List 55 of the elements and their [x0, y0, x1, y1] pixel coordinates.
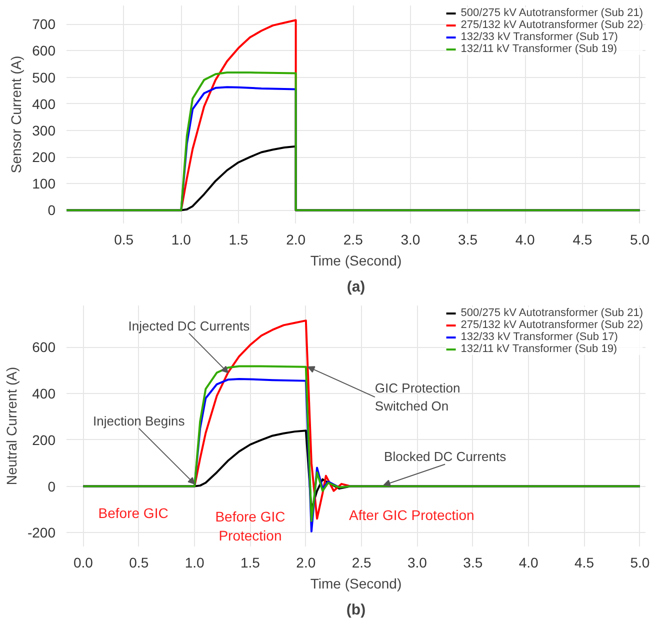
y-axis-title: Neutral Current (A): [3, 366, 20, 486]
x-tick-label: 4.5: [572, 232, 592, 248]
y-axis-title: Sensor Current (A): [8, 56, 24, 174]
y-tick-label: -200: [27, 524, 56, 541]
x-tick-label: 4.5: [574, 554, 594, 570]
annotation: Injected DC Currents: [128, 318, 250, 334]
legend-label: 500/275 kV Autotransformer (Sub 21): [460, 307, 643, 319]
x-tick-label: 5.0: [630, 554, 650, 570]
annotation: Blocked DC Currents: [384, 449, 507, 464]
legend-label: 500/275 kV Autotransformer (Sub 21): [460, 7, 643, 19]
x-tick-label: 3.5: [463, 554, 483, 570]
x-axis-title: Time (Second): [310, 576, 402, 592]
x-tick-label: 3.0: [408, 554, 428, 570]
y-tick-label: 500: [32, 69, 56, 86]
x-tick-label: 1.5: [240, 554, 260, 570]
annotation: Before GIC Protection: [215, 508, 286, 544]
y-tick-label: 400: [32, 96, 56, 112]
x-tick-label: 1.5: [228, 232, 248, 248]
y-tick-label: 700: [32, 16, 56, 32]
y-tick-label: 200: [32, 432, 56, 448]
legend-label: 132/11 kV Transformer (Sub 19): [460, 343, 618, 355]
x-axis-title: Time (Second): [310, 252, 402, 268]
x-tick-label: 0.5: [129, 554, 149, 570]
x-tick-label: 4.0: [518, 554, 539, 570]
x-tick-label: 1.0: [171, 232, 192, 248]
legend-label: 132/33 kV Transformer (Sub 17): [460, 31, 618, 43]
y-tick-label: 100: [32, 176, 56, 192]
x-tick-label: 2.0: [296, 554, 316, 570]
legend-label: 275/132 kV Autotransformer (Sub 22): [460, 319, 643, 331]
annotation: GIC Protection Switched On: [374, 380, 460, 414]
x-tick-label: 0.5: [114, 232, 134, 248]
annotation: Injection Begins: [92, 413, 186, 428]
text: (b): [346, 602, 366, 618]
x-tick-label: 0.0: [73, 554, 94, 570]
x-tick-label: 4.0: [515, 232, 536, 248]
x-tick-label: 5.0: [630, 232, 650, 248]
annotation: After GIC Protection: [349, 507, 474, 524]
text: (a): [346, 278, 366, 296]
y-tick-label: 0: [48, 478, 56, 494]
y-tick-label: 400: [32, 386, 56, 402]
x-tick-label: 2.0: [286, 232, 306, 248]
x-tick-label: 2.5: [352, 554, 372, 570]
y-tick-label: 0: [48, 202, 56, 218]
y-tick-label: 300: [32, 122, 56, 138]
x-tick-label: 2.5: [343, 232, 364, 248]
x-tick-label: 3.5: [458, 232, 478, 248]
x-tick-label: 3.0: [400, 232, 420, 248]
y-tick-label: 600: [32, 339, 56, 356]
x-tick-label: 1.0: [184, 554, 204, 570]
legend-label: 132/33 kV Transformer (Sub 17): [460, 331, 618, 343]
legend-label: 132/11 kV Transformer (Sub 19): [460, 43, 618, 55]
y-tick-label: 200: [32, 149, 56, 166]
legend-label: 275/132 kV Autotransformer (Sub 22): [460, 19, 643, 31]
y-tick-label: 600: [32, 42, 56, 59]
annotation: Before GIC: [98, 504, 168, 521]
